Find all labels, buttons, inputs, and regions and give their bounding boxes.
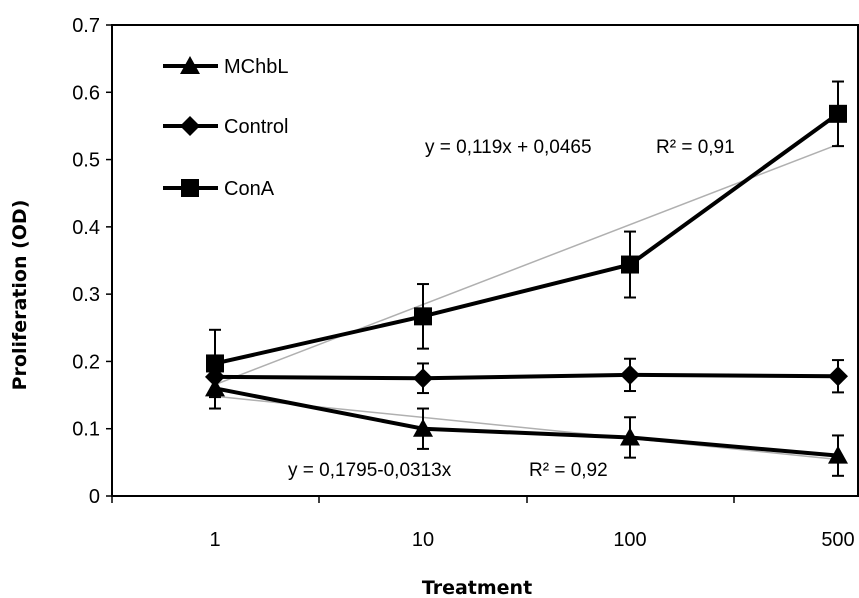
series-line-control [214, 372, 839, 381]
x-tick-label: 500 [821, 529, 854, 551]
marker-cona [829, 104, 847, 123]
y-tick-label: 0 [89, 486, 100, 508]
marker-mchbl [620, 427, 640, 446]
y-tick-label: 0.1 [72, 419, 100, 441]
trendline-annotations: y = 0,119x + 0,0465 R² = 0,91 y = 0,1795-0… [288, 137, 735, 481]
marker-cona [621, 255, 639, 274]
marker-control [413, 368, 433, 389]
marker-cona [414, 307, 432, 326]
legend-marker-control [180, 116, 200, 136]
y-tick-label: 0.4 [72, 217, 100, 239]
marker-mchbl [413, 418, 433, 437]
y-tick-label: 0.5 [72, 150, 100, 172]
y-tick-label: 0.7 [72, 15, 100, 37]
series-line-cona [214, 112, 840, 366]
legend-marker-mchbl [180, 56, 200, 74]
marker-cona [206, 354, 224, 373]
series-lines [214, 112, 840, 458]
legend: MChbL Control ConA [163, 56, 288, 200]
trendline-equation-mchbl: y = 0,1795-0,0313x [288, 460, 452, 481]
legend-marker-cona [181, 179, 199, 197]
y-axis-ticks: 0 0.1 0.2 0.3 0.4 0.5 0.6 0.7 [72, 15, 112, 508]
marker-mchbl [828, 445, 848, 464]
x-tick-label: 1 [209, 529, 220, 551]
x-axis-ticks: 1 10 100 500 [111, 496, 855, 551]
y-axis-title: Proliferation (OD) [9, 200, 31, 391]
y-tick-label: 0.2 [72, 351, 100, 373]
legend-label-cona: ConA [224, 178, 275, 200]
marker-control [828, 366, 848, 387]
legend-label-control: Control [224, 116, 288, 138]
data-markers [205, 104, 848, 464]
x-tick-label: 10 [412, 529, 434, 551]
plot-area-frame [111, 24, 859, 497]
x-axis-title: Treatment [422, 577, 532, 598]
y-tick-label: 0.3 [72, 284, 100, 306]
trendlines [214, 143, 839, 461]
trendline-r2-cona: R² = 0,91 [656, 137, 735, 158]
y-tick-label: 0.6 [72, 82, 100, 104]
trendline-equation-cona: y = 0,119x + 0,0465 [425, 137, 592, 158]
x-tick-label: 100 [613, 529, 646, 551]
series-line-mchbl [214, 386, 839, 458]
trendline-r2-mchbl: R² = 0,92 [529, 460, 608, 481]
marker-mchbl [205, 378, 225, 397]
legend-label-mchbl: MChbL [224, 56, 288, 78]
marker-control [620, 364, 640, 385]
trendline-cona [214, 143, 839, 386]
